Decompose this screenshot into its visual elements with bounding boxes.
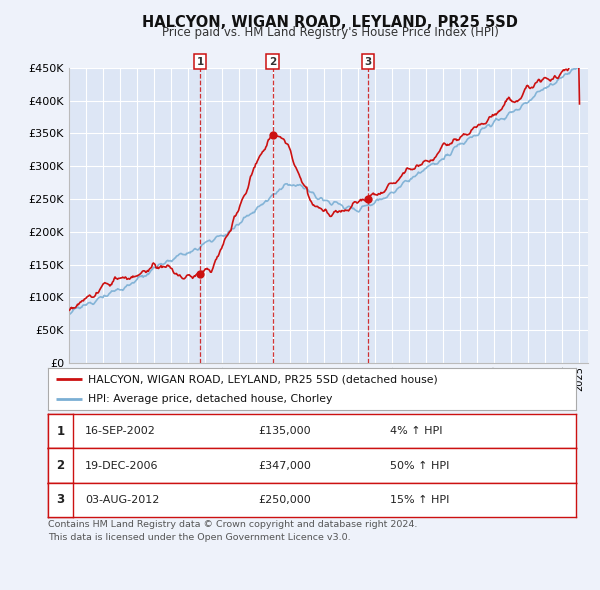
Text: 4% ↑ HPI: 4% ↑ HPI xyxy=(390,427,443,436)
Text: Contains HM Land Registry data © Crown copyright and database right 2024.: Contains HM Land Registry data © Crown c… xyxy=(48,520,418,529)
Text: HALCYON, WIGAN ROAD, LEYLAND, PR25 5SD: HALCYON, WIGAN ROAD, LEYLAND, PR25 5SD xyxy=(142,15,518,30)
Text: Price paid vs. HM Land Registry's House Price Index (HPI): Price paid vs. HM Land Registry's House … xyxy=(161,26,499,39)
Text: 1: 1 xyxy=(197,57,204,67)
Text: 2: 2 xyxy=(269,57,276,67)
Text: 19-DEC-2006: 19-DEC-2006 xyxy=(85,461,158,470)
Text: 3: 3 xyxy=(56,493,65,506)
Text: 03-AUG-2012: 03-AUG-2012 xyxy=(85,495,160,504)
Text: 2: 2 xyxy=(56,459,65,472)
Text: This data is licensed under the Open Government Licence v3.0.: This data is licensed under the Open Gov… xyxy=(48,533,350,542)
Text: 50% ↑ HPI: 50% ↑ HPI xyxy=(390,461,449,470)
Text: £135,000: £135,000 xyxy=(258,427,311,436)
Text: HPI: Average price, detached house, Chorley: HPI: Average price, detached house, Chor… xyxy=(88,394,332,404)
Text: 16-SEP-2002: 16-SEP-2002 xyxy=(85,427,156,436)
Text: 1: 1 xyxy=(56,425,65,438)
Text: HALCYON, WIGAN ROAD, LEYLAND, PR25 5SD (detached house): HALCYON, WIGAN ROAD, LEYLAND, PR25 5SD (… xyxy=(88,374,437,384)
Text: £347,000: £347,000 xyxy=(258,461,311,470)
Text: 3: 3 xyxy=(365,57,372,67)
Text: 15% ↑ HPI: 15% ↑ HPI xyxy=(390,495,449,504)
Text: £250,000: £250,000 xyxy=(258,495,311,504)
